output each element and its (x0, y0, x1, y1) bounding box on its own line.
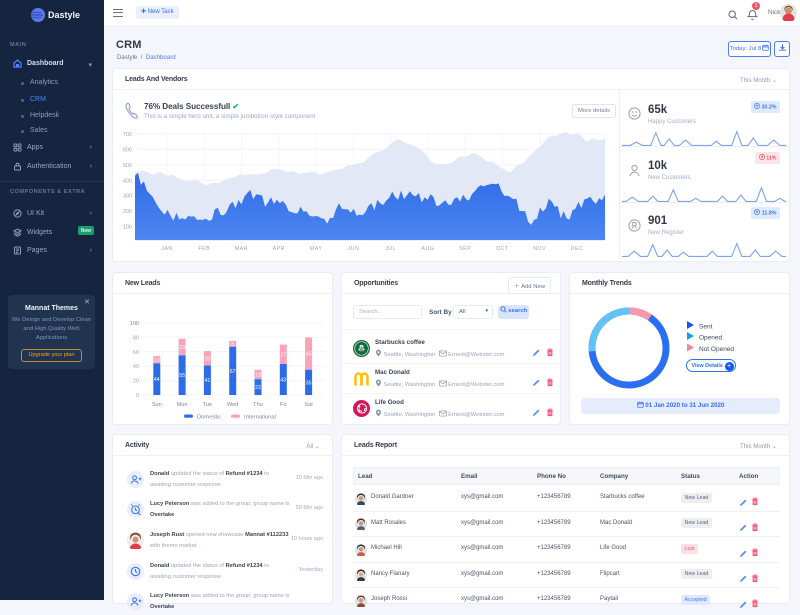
svg-text:NOV: NOV (533, 246, 546, 252)
svg-text:44: 44 (154, 377, 160, 383)
svg-text:8: 8 (231, 342, 234, 348)
svg-text:SEP: SEP (459, 246, 471, 252)
svg-text:0: 0 (136, 393, 139, 399)
svg-text:20: 20 (133, 379, 139, 385)
svg-text:MAY: MAY (310, 246, 323, 252)
svg-text:200: 200 (123, 209, 132, 215)
svg-text:55: 55 (179, 373, 185, 379)
svg-text:41: 41 (205, 378, 211, 384)
svg-text:400: 400 (123, 178, 132, 184)
svg-text:13: 13 (255, 373, 261, 379)
svg-text:Not Opened: Not Opened (699, 346, 734, 353)
svg-text:43: 43 (280, 378, 286, 384)
svg-text:500: 500 (123, 163, 132, 169)
svg-text:JUL: JUL (385, 246, 396, 252)
svg-text:20: 20 (205, 356, 211, 362)
svg-text:Tue: Tue (203, 402, 212, 408)
svg-text:100: 100 (123, 225, 132, 231)
svg-text:JUN: JUN (347, 246, 359, 252)
svg-text:60: 60 (133, 350, 139, 356)
svg-text:MAR: MAR (235, 246, 248, 252)
svg-text:Fri: Fri (280, 402, 287, 408)
svg-text:Sat: Sat (304, 402, 313, 408)
svg-text:Opened: Opened (699, 335, 723, 342)
svg-text:OCT: OCT (496, 246, 509, 252)
svg-text:22: 22 (255, 385, 261, 391)
svg-text:Wed: Wed (227, 402, 238, 408)
svg-text:700: 700 (123, 132, 132, 138)
svg-text:100: 100 (130, 321, 139, 327)
svg-text:100: 100 (130, 321, 139, 327)
svg-text:Sun: Sun (152, 402, 162, 408)
svg-text:Dastyle: Dastyle (48, 10, 80, 20)
svg-text:67: 67 (230, 369, 236, 375)
svg-text:600: 600 (123, 147, 132, 153)
svg-text:27: 27 (280, 352, 286, 358)
svg-text:DEC: DEC (571, 246, 584, 252)
svg-text:Mon: Mon (177, 402, 188, 408)
svg-text:45: 45 (306, 352, 312, 358)
svg-text:Sent: Sent (699, 324, 713, 331)
svg-text:300: 300 (123, 194, 132, 200)
svg-text:23: 23 (179, 345, 185, 351)
svg-text:35: 35 (306, 380, 312, 386)
svg-text:FEB: FEB (198, 246, 210, 252)
svg-text:Domestic: Domestic (197, 415, 221, 421)
svg-text:APR: APR (273, 246, 285, 252)
svg-text:AUG: AUG (421, 246, 434, 252)
svg-text:80: 80 (133, 335, 139, 341)
svg-text:Thu: Thu (253, 402, 263, 408)
svg-text:International: International (244, 415, 276, 421)
svg-text:10: 10 (154, 358, 160, 364)
svg-text:40: 40 (133, 364, 139, 370)
svg-text:JAN: JAN (161, 246, 173, 252)
